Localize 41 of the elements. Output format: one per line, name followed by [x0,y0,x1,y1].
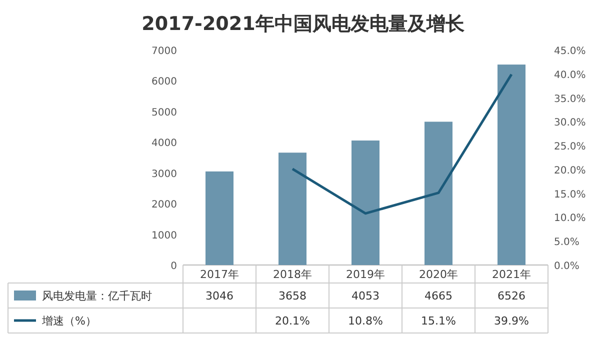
x-tick-label: 2019年 [346,268,385,281]
y2-tick-label: 30.0% [554,118,586,129]
y2-tick-label: 25.0% [554,142,586,153]
x-tick-label: 2017年 [200,268,239,281]
y2-tick-label: 0.0% [554,261,580,272]
x-tick-label: 2018年 [273,268,312,281]
y2-tick-label: 20.0% [554,165,586,176]
data-label: 39.9% [494,314,529,328]
data-label: 4665 [424,290,452,302]
y-tick-label: 3000 [152,168,177,180]
y2-tick-label: 45.0% [554,46,586,57]
y-tick-label: 4000 [152,138,177,150]
x-tick-label: 2020年 [419,268,458,281]
y2-tick-label: 40.0% [554,70,586,81]
x-tick-label: 2021年 [492,268,531,281]
y-tick-label: 0 [170,261,177,272]
data-label: 20.1% [275,314,310,328]
y-tick-label: 2000 [152,200,177,211]
bar [278,152,306,265]
y2-tick-label: 15.0% [554,189,586,200]
data-label: 3658 [278,290,306,302]
y2-tick-label: 5.0% [554,237,580,248]
legend-label: 风电发电量：亿千瓦时 [42,290,152,302]
y-tick-label: 6000 [152,76,177,88]
y-tick-label: 1000 [152,230,177,242]
data-label: 10.8% [348,314,383,328]
y2-tick-label: 10.0% [554,213,586,224]
bar [498,64,526,265]
chart-title: 2017-2021年中国风电发电量及增长 [142,13,466,35]
line-series [291,73,513,215]
y2-tick-label: 35.0% [554,94,586,105]
y-tick-label: 7000 [152,46,177,57]
bar [352,140,380,265]
data-label: 6526 [498,290,526,302]
data-label: 3046 [206,290,234,302]
legend-label: 增速（%） [41,314,96,328]
bar [206,171,234,265]
data-label: 4053 [352,290,380,302]
data-label: 15.1% [421,314,456,328]
bar [424,122,452,265]
y-tick-label: 5000 [152,107,177,118]
